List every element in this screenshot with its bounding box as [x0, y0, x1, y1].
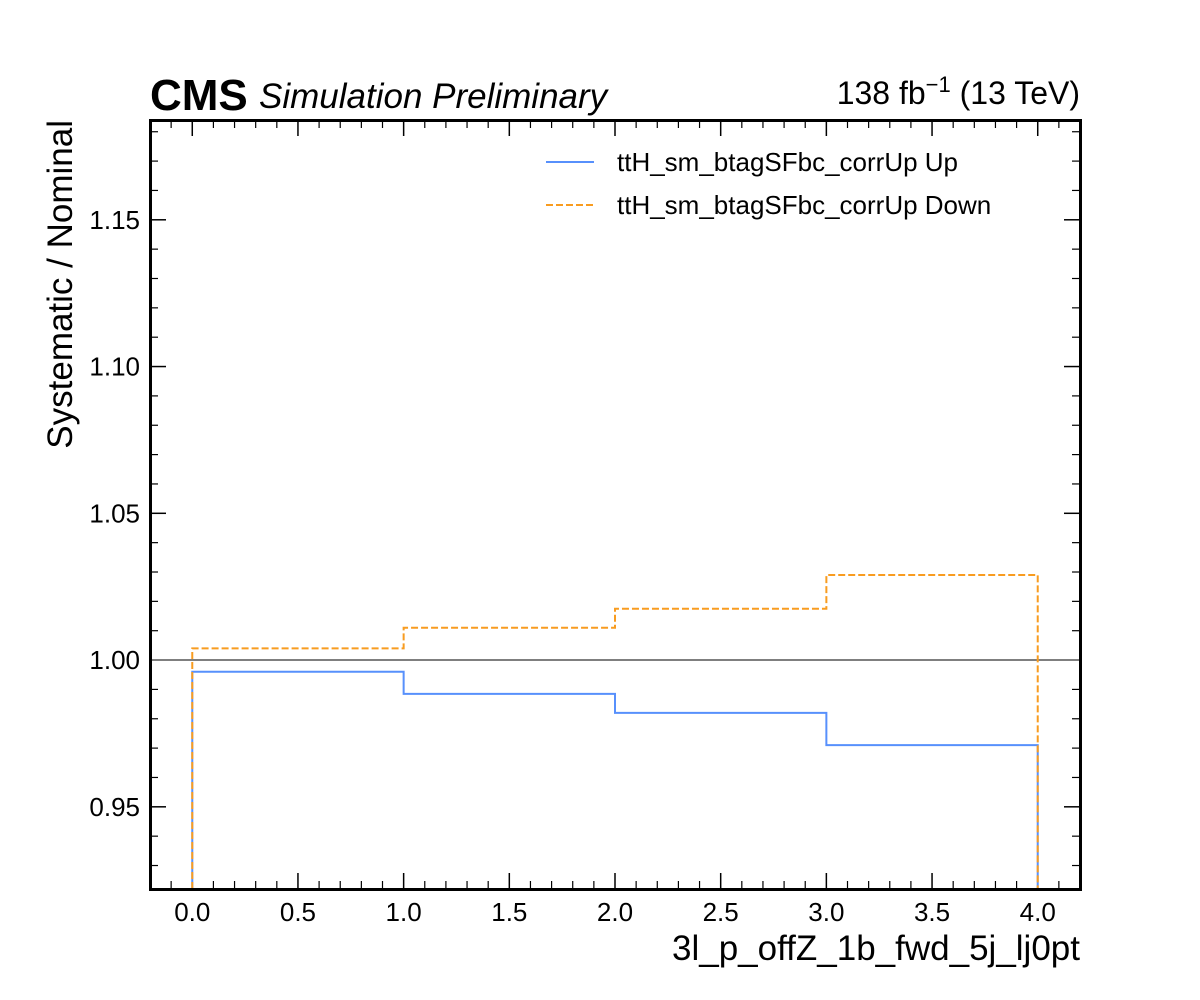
legend-label-up: ttH_sm_btagSFbc_corrUp Up [617, 147, 958, 177]
y-tick-label: 1.15 [89, 205, 140, 235]
plot-lines [150, 573, 1080, 889]
series-line-down [191, 573, 1039, 889]
y-tick-label: 0.95 [89, 792, 140, 822]
tick-labels: 0.0 0.5 1.0 1.5 2.0 2.5 3.0 3.5 4.0 0.95 1.00 1.05 1… [89, 205, 1055, 927]
plot-frame [149, 119, 1082, 891]
x-tick-label: 2.0 [597, 897, 633, 927]
y-tick-label: 1.05 [89, 498, 140, 528]
x-tick-label: 1.5 [491, 897, 527, 927]
lumi-exponent: −1 [926, 72, 951, 97]
x-tick-label: 0.5 [280, 897, 316, 927]
x-tick-label: 4.0 [1020, 897, 1056, 927]
cms-label: CMS [150, 71, 248, 120]
y-tick-label: 1.10 [89, 352, 140, 382]
x-axis-label: 3l_p_offZ_1b_fwd_5j_lj0pt [672, 929, 1080, 968]
y-axis-label: Systematic / Nominal [41, 120, 80, 449]
axes-ticks [150, 120, 1080, 889]
legend: ttH_sm_btagSFbc_corrUp Up ttH_sm_btagSFbc… [546, 147, 991, 220]
x-tick-label: 0.0 [174, 897, 210, 927]
status-label: Simulation Preliminary [259, 77, 610, 116]
x-tick-label: 3.0 [808, 897, 844, 927]
lumi-label: 138 fb−1 (13 TeV) [837, 72, 1080, 111]
energy-value: (13 TeV) [951, 75, 1080, 111]
legend-label-down: ttH_sm_btagSFbc_corrUp Down [617, 190, 991, 220]
y-tick-label: 1.00 [89, 645, 140, 675]
x-tick-label: 1.0 [386, 897, 422, 927]
x-tick-label: 3.5 [914, 897, 950, 927]
lumi-value: 138 fb [837, 75, 926, 111]
x-tick-label: 2.5 [703, 897, 739, 927]
series-line-up [191, 670, 1039, 889]
